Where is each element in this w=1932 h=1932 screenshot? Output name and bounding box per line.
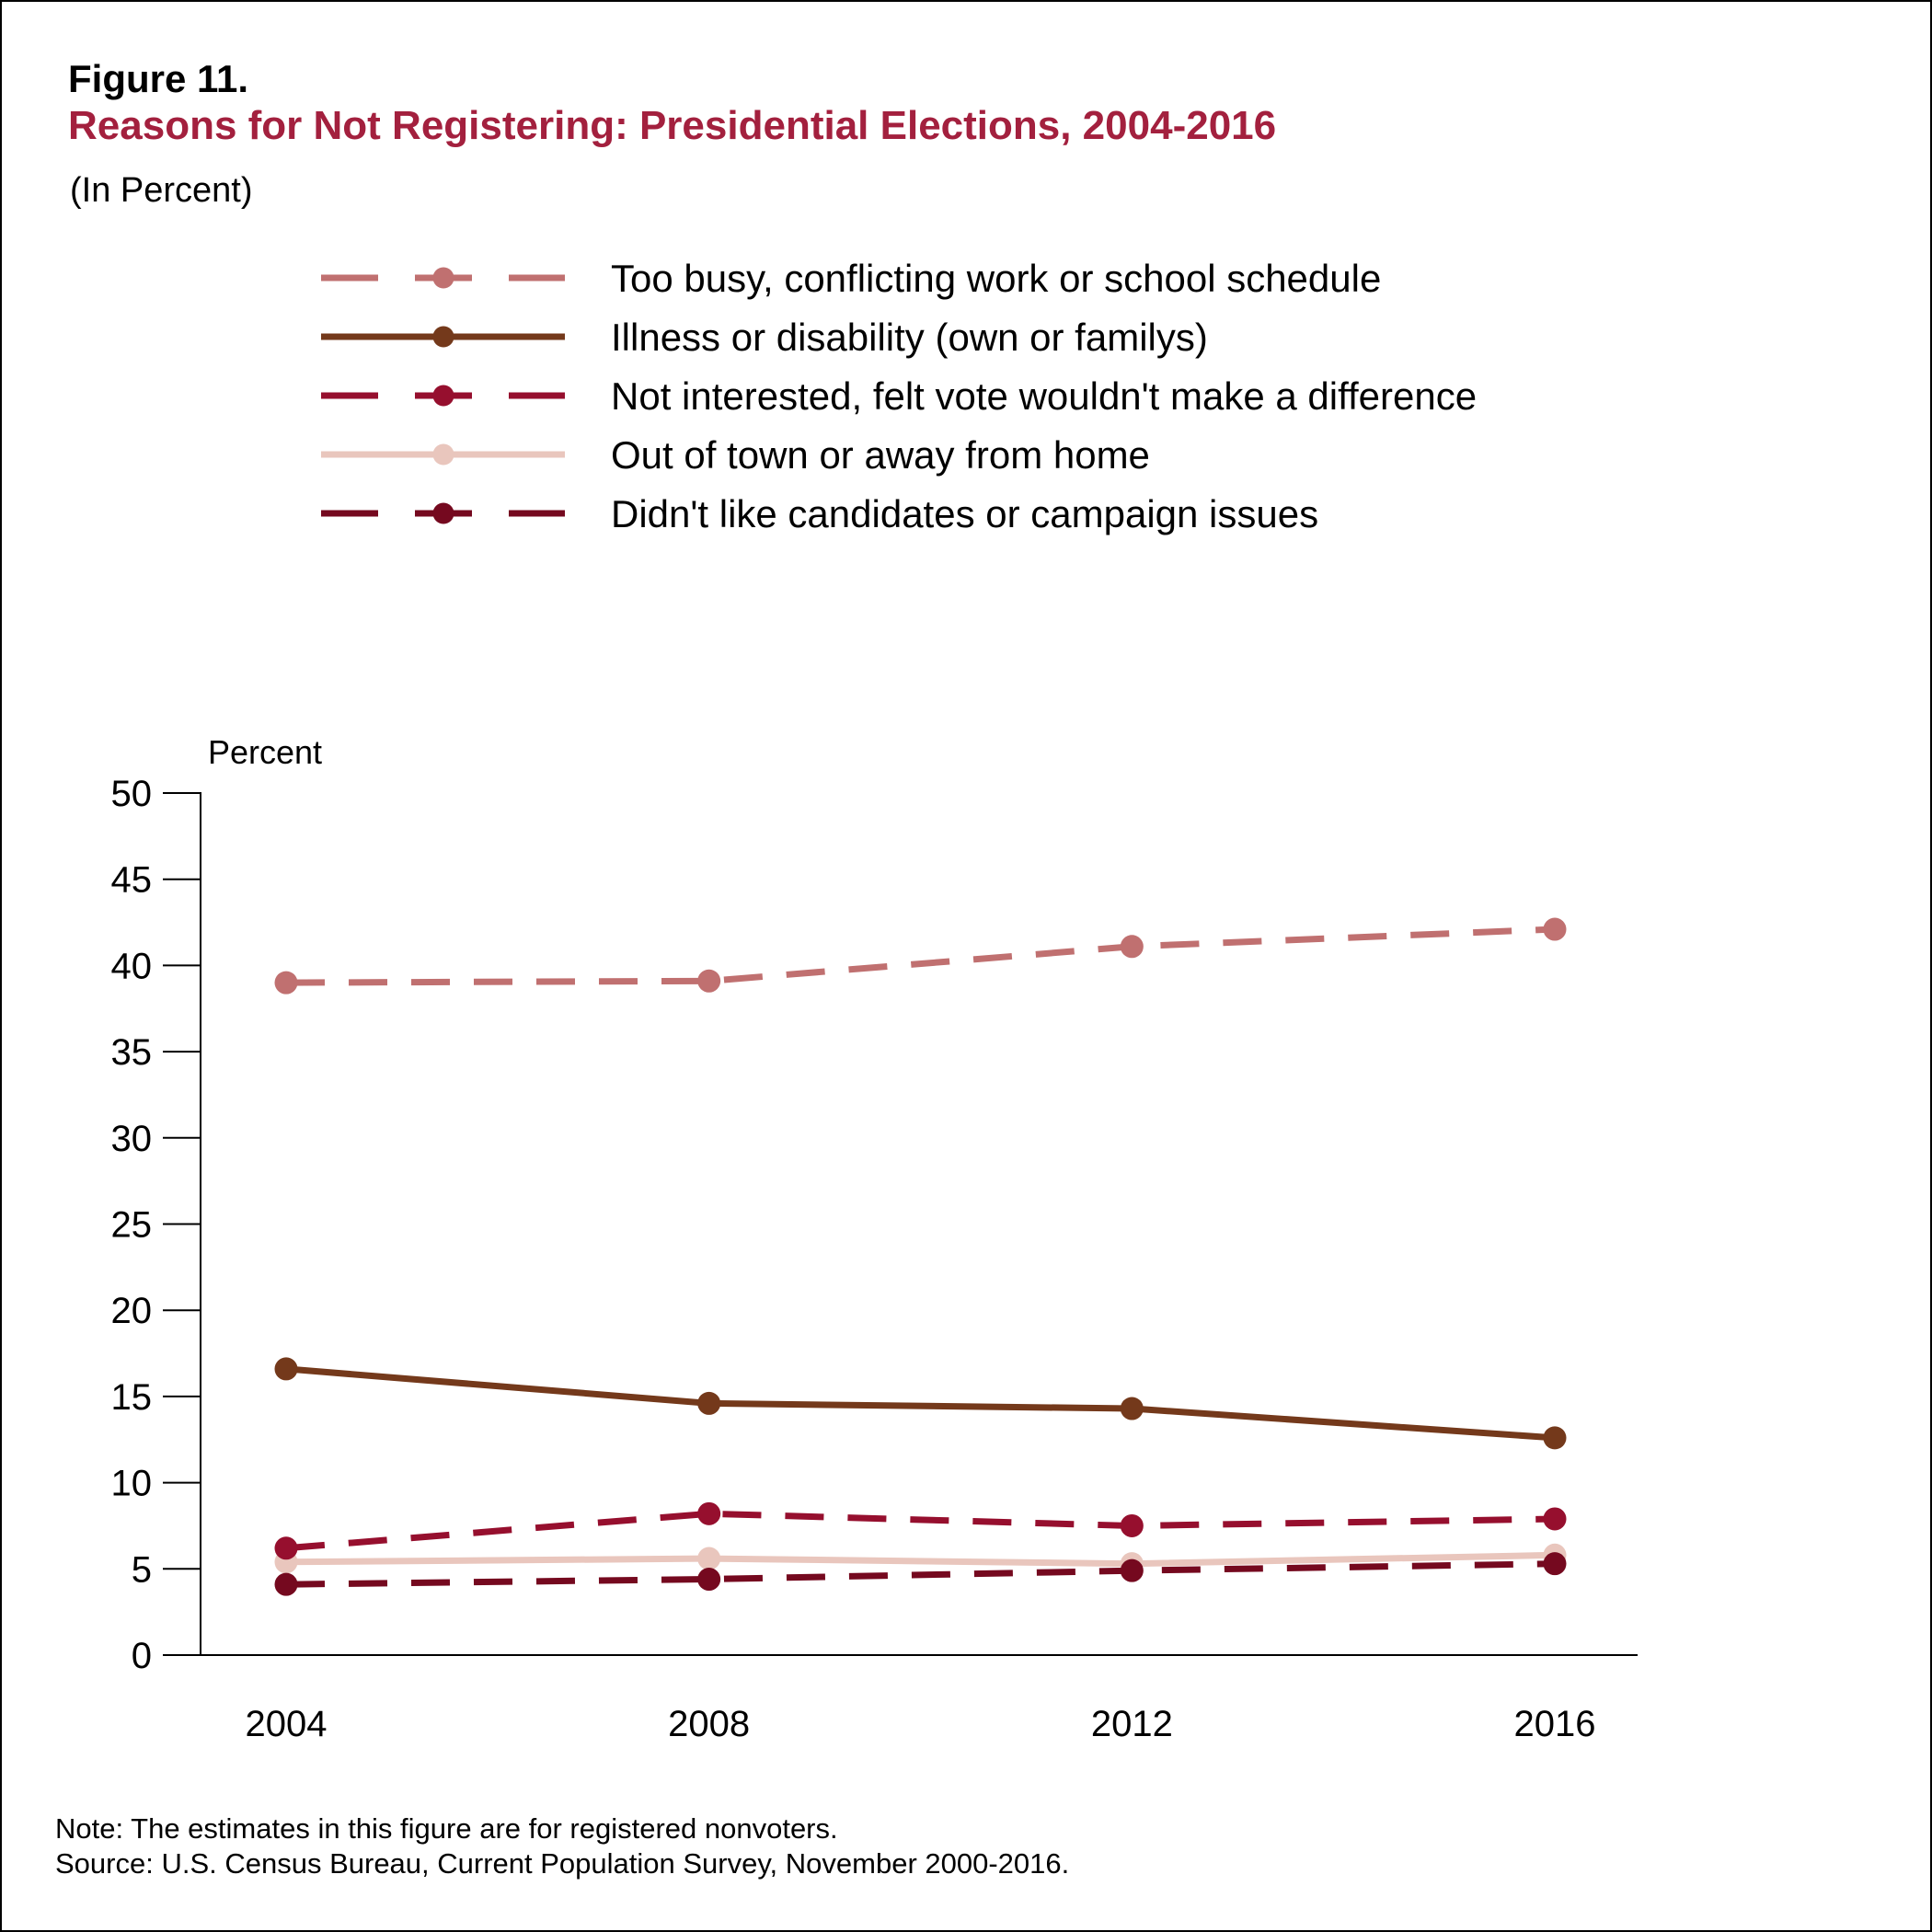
data-point [274, 1536, 298, 1560]
y-tick-label: 0 [132, 1636, 152, 1676]
chart-title: Reasons for Not Registering: Presidentia… [68, 103, 1277, 148]
y-tick-label: 40 [111, 946, 153, 986]
series-line [285, 1560, 1556, 1588]
data-point [1120, 1513, 1144, 1537]
data-point [697, 1501, 721, 1525]
series-line [285, 1551, 1556, 1568]
figure-label: Figure 11. [68, 57, 249, 100]
x-tick-label: 2008 [668, 1704, 750, 1744]
data-point [1120, 1397, 1144, 1420]
legend-item: Illness or disability (own or familys) [321, 316, 1208, 359]
legend-marker [432, 267, 454, 289]
chart-subtitle: (In Percent) [70, 171, 253, 210]
data-point [1543, 1552, 1567, 1576]
legend-item: Not interested, felt vote wouldn't make … [321, 374, 1477, 418]
legend-label: Illness or disability (own or familys) [611, 316, 1208, 359]
legend-marker [432, 385, 454, 407]
y-axis-title: Percent [208, 733, 322, 771]
series-group [274, 917, 1567, 1596]
legend-marker [432, 502, 454, 524]
legend-label: Out of town or away from home [611, 433, 1150, 477]
data-point [274, 971, 298, 995]
x-tick-label: 2016 [1514, 1704, 1596, 1744]
y-tick-label: 10 [111, 1464, 153, 1504]
y-tick-label: 25 [111, 1205, 153, 1246]
data-point [1120, 1558, 1144, 1582]
series-4 [274, 1552, 1567, 1596]
y-tick-label: 45 [111, 860, 153, 901]
x-tick-label: 2004 [246, 1704, 328, 1744]
y-tick-label: 50 [111, 774, 153, 814]
legend-label: Not interested, felt vote wouldn't make … [611, 374, 1477, 418]
series-line [285, 1365, 1556, 1442]
y-tick-label: 30 [111, 1119, 153, 1159]
data-point [1120, 935, 1144, 959]
legend-item: Didn't like candidates or campaign issue… [321, 492, 1318, 535]
series-3 [274, 1543, 1567, 1576]
data-point [274, 1572, 298, 1596]
legend-marker [432, 326, 454, 348]
series-line [285, 1510, 1556, 1552]
legend-marker [432, 443, 454, 466]
legend-label: Didn't like candidates or campaign issue… [611, 492, 1318, 535]
data-point [697, 1547, 721, 1570]
y-tick-label: 5 [132, 1549, 152, 1590]
series-2 [274, 1501, 1567, 1560]
x-tick-label: 2012 [1091, 1704, 1173, 1744]
series-line [285, 926, 1556, 986]
y-tick-label: 20 [111, 1291, 153, 1331]
source-text: Source: U.S. Census Bureau, Current Popu… [55, 1847, 1070, 1880]
note-text: Note: The estimates in this figure are f… [55, 1812, 838, 1845]
data-point [274, 1357, 298, 1381]
data-point [697, 1568, 721, 1592]
legend-item: Too busy, conflicting work or school sch… [321, 257, 1381, 300]
legend-label: Too busy, conflicting work or school sch… [611, 257, 1381, 300]
data-point [1543, 1426, 1567, 1450]
axes: Percent 0 5 10 15 20 25 30 35 40 45 50 2004 2008 2012 2… [111, 733, 1638, 1744]
y-tick-label: 35 [111, 1032, 153, 1073]
legend-item: Out of town or away from home [321, 433, 1150, 477]
data-point [697, 969, 721, 993]
legend: Too busy, conflicting work or school sch… [321, 257, 1477, 535]
series-1 [274, 1357, 1567, 1450]
data-point [697, 1391, 721, 1415]
data-point [1543, 917, 1567, 941]
y-tick-label: 15 [111, 1377, 153, 1418]
series-0 [274, 917, 1567, 995]
data-point [1543, 1507, 1567, 1531]
